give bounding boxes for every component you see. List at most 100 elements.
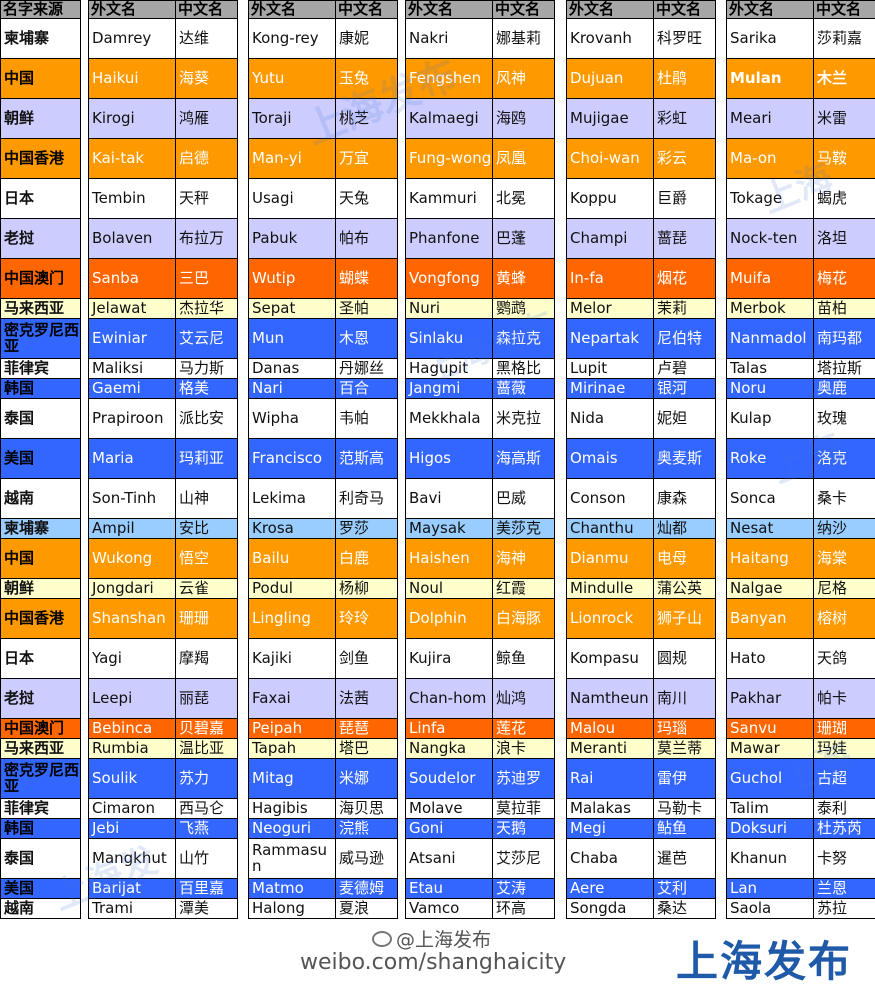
brand-logo: 上海发布 <box>676 937 853 986</box>
chinese-name-cell: 苗柏 <box>814 299 875 319</box>
foreign-name-cell: Sarika <box>726 19 814 59</box>
chinese-name-cell: 玫瑰 <box>814 399 875 439</box>
foreign-name-cell: Vongfong <box>405 259 493 299</box>
row-source: 菲律宾 <box>0 799 81 819</box>
foreign-name-cell: Nangka <box>405 739 493 759</box>
foreign-name-cell: Usagi <box>248 179 336 219</box>
foreign-name-cell: Wipha <box>248 399 336 439</box>
chinese-name-cell: 海鸥 <box>493 99 555 139</box>
foreign-name-cell: Soulik <box>88 759 176 799</box>
foreign-name-cell: Vamco <box>405 899 493 919</box>
row-source: 密克罗尼西亚 <box>0 759 81 799</box>
header-foreign-name: 外文名 <box>88 0 176 19</box>
chinese-name-cell: 莫兰蒂 <box>654 739 716 759</box>
chinese-name-cell: 巴威 <box>493 479 555 519</box>
header-foreign-name: 外文名 <box>566 0 654 19</box>
foreign-name-cell: Nepartak <box>566 319 654 359</box>
chinese-name-cell: 马勒卡 <box>654 799 716 819</box>
foreign-name-cell: Aere <box>566 879 654 899</box>
chinese-name-cell: 海贝思 <box>336 799 398 819</box>
row-source: 日本 <box>0 179 81 219</box>
chinese-name-cell: 黑格比 <box>493 359 555 379</box>
header-chinese-name: 中文名 <box>493 0 555 19</box>
foreign-name-cell: Mekkhala <box>405 399 493 439</box>
chinese-name-cell: 雷伊 <box>654 759 716 799</box>
chinese-name-cell: 桑卡 <box>814 479 875 519</box>
chinese-name-cell: 莲花 <box>493 719 555 739</box>
foreign-name-cell: Hato <box>726 639 814 679</box>
foreign-name-cell: Mawar <box>726 739 814 759</box>
chinese-name-cell: 海棠 <box>814 539 875 579</box>
foreign-name-cell: Halong <box>248 899 336 919</box>
chinese-name-cell: 浪卡 <box>493 739 555 759</box>
chinese-name-cell: 梅花 <box>814 259 875 299</box>
chinese-name-cell: 夏浪 <box>336 899 398 919</box>
chinese-name-cell: 茉莉 <box>654 299 716 319</box>
foreign-name-cell: Jelawat <box>88 299 176 319</box>
foreign-name-cell: Doksuri <box>726 819 814 839</box>
chinese-name-cell: 北冕 <box>493 179 555 219</box>
chinese-name-cell: 南川 <box>654 679 716 719</box>
chinese-name-cell: 山神 <box>176 479 238 519</box>
weibo-icon <box>372 931 392 947</box>
foreign-name-cell: Neoguri <box>248 819 336 839</box>
foreign-name-cell: Roke <box>726 439 814 479</box>
chinese-name-cell: 烟花 <box>654 259 716 299</box>
chinese-name-cell: 白海豚 <box>493 599 555 639</box>
weibo-url: weibo.com/shanghaicity <box>300 950 567 975</box>
chinese-name-cell: 米娜 <box>336 759 398 799</box>
foreign-name-cell: Merbok <box>726 299 814 319</box>
chinese-name-cell: 布拉万 <box>176 219 238 259</box>
row-source: 老挝 <box>0 219 81 259</box>
foreign-name-cell: Peipah <box>248 719 336 739</box>
row-source: 柬埔寨 <box>0 519 81 539</box>
foreign-name-cell: Son-Tinh <box>88 479 176 519</box>
foreign-name-cell: Malakas <box>566 799 654 819</box>
foreign-name-cell: Songda <box>566 899 654 919</box>
foreign-name-cell: Kompasu <box>566 639 654 679</box>
foreign-name-cell: Banyan <box>726 599 814 639</box>
foreign-name-cell: Chaba <box>566 839 654 879</box>
chinese-name-cell: 鲇鱼 <box>654 819 716 839</box>
foreign-name-cell: Chan-hom <box>405 679 493 719</box>
chinese-name-cell: 灿鸿 <box>493 679 555 719</box>
foreign-name-cell: Mulan <box>726 59 814 99</box>
header-foreign-name: 外文名 <box>405 0 493 19</box>
foreign-name-cell: Koppu <box>566 179 654 219</box>
row-source: 泰国 <box>0 839 81 879</box>
foreign-name-cell: Kai-tak <box>88 139 176 179</box>
chinese-name-cell: 珊珊 <box>176 599 238 639</box>
foreign-name-cell: Malou <box>566 719 654 739</box>
foreign-name-cell: Dujuan <box>566 59 654 99</box>
foreign-name-cell: Soudelor <box>405 759 493 799</box>
weibo-handle: @上海发布 <box>372 925 491 952</box>
foreign-name-cell: Nuri <box>405 299 493 319</box>
chinese-name-cell: 红霞 <box>493 579 555 599</box>
foreign-name-cell: Tapah <box>248 739 336 759</box>
foreign-name-cell: Sanba <box>88 259 176 299</box>
footer <box>0 919 875 985</box>
foreign-name-cell: Nesat <box>726 519 814 539</box>
chinese-name-cell: 狮子山 <box>654 599 716 639</box>
foreign-name-cell: Tokage <box>726 179 814 219</box>
row-source: 中国澳门 <box>0 259 81 299</box>
header-source: 名字来源 <box>0 0 81 19</box>
name-group-3: 外文名 中文名 Nakri 娜基莉 Fengshen 风神 Kalmaegi 海鸥 Fung-w… <box>405 0 555 919</box>
foreign-name-cell: Pabuk <box>248 219 336 259</box>
chinese-name-cell: 安比 <box>176 519 238 539</box>
foreign-name-cell: Nakri <box>405 19 493 59</box>
foreign-name-cell: Yutu <box>248 59 336 99</box>
header-chinese-name: 中文名 <box>814 0 875 19</box>
foreign-name-cell: Toraji <box>248 99 336 139</box>
chinese-name-cell: 马鞍 <box>814 139 875 179</box>
chinese-name-cell: 洛坦 <box>814 219 875 259</box>
foreign-name-cell: Atsani <box>405 839 493 879</box>
chinese-name-cell: 科罗旺 <box>654 19 716 59</box>
chinese-name-cell: 康森 <box>654 479 716 519</box>
chinese-name-cell: 圆规 <box>654 639 716 679</box>
foreign-name-cell: Haikui <box>88 59 176 99</box>
row-source: 中国 <box>0 59 81 99</box>
row-source: 菲律宾 <box>0 359 81 379</box>
foreign-name-cell: Lupit <box>566 359 654 379</box>
chinese-name-cell: 艾云尼 <box>176 319 238 359</box>
